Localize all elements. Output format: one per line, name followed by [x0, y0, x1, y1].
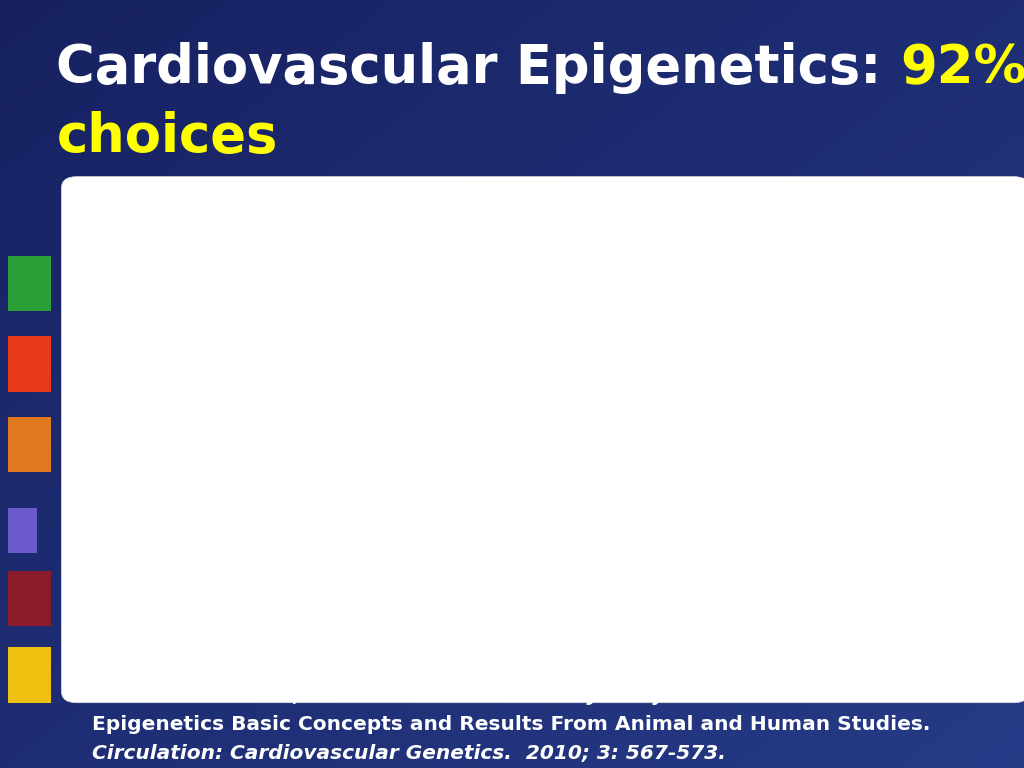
- Text: Circulation: Cardiovascular Genetics.  2010; 3: 567-573.: Circulation: Cardiovascular Genetics. 20…: [92, 744, 726, 763]
- FancyBboxPatch shape: [61, 177, 1024, 703]
- Bar: [8, 336, 51, 392]
- Text: Andrea Baccarelli, Michiel Rienstra  Emelia J. Benjamin. Cardiovascular: Andrea Baccarelli, Michiel Rienstra Emel…: [92, 686, 900, 705]
- Bar: [8, 417, 51, 472]
- Text: Cardiovascular Epigenetics:: Cardiovascular Epigenetics:: [56, 42, 900, 94]
- Bar: [8, 571, 51, 626]
- Text: choices: choices: [56, 111, 278, 164]
- Bar: [8, 647, 51, 703]
- Bar: [8, 508, 37, 553]
- Text: Epigenetics Basic Concepts and Results From Animal and Human Studies.: Epigenetics Basic Concepts and Results F…: [92, 715, 931, 734]
- Bar: [8, 256, 51, 311]
- Text: 92%: 92%: [900, 42, 1024, 94]
